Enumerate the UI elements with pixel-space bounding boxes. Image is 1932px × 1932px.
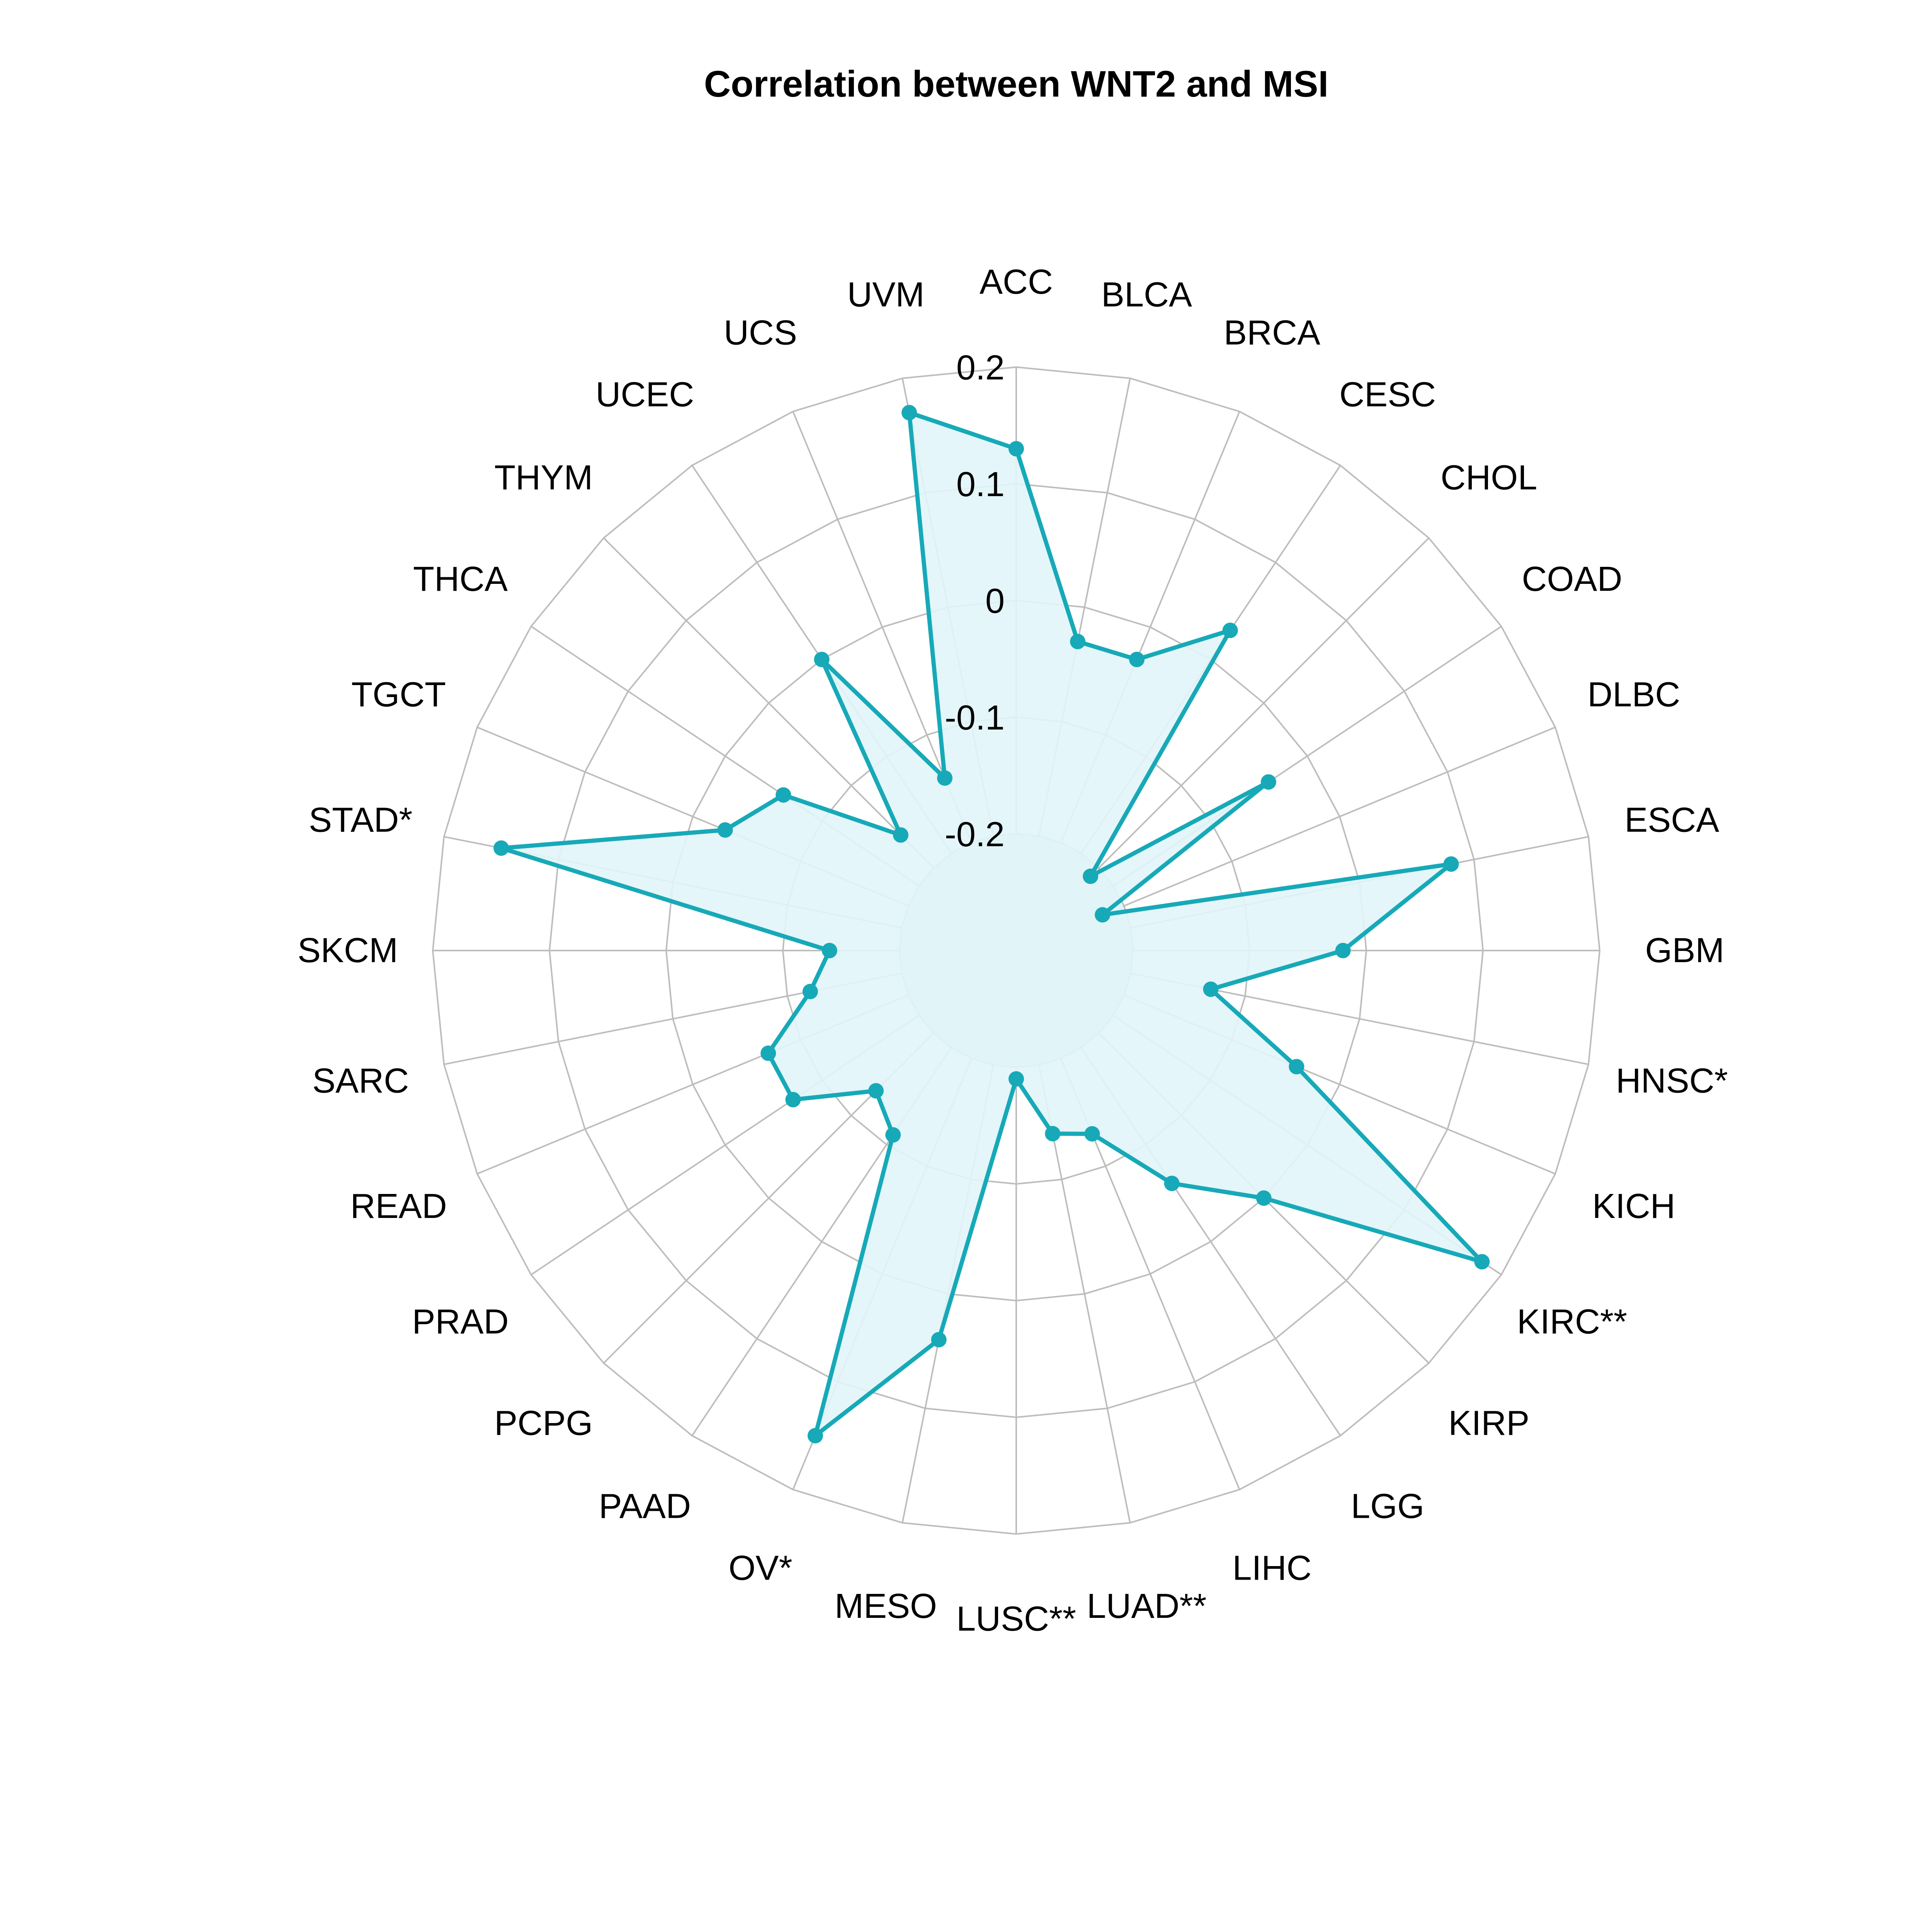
category-label: CESC [1339,376,1436,414]
data-point [1045,1126,1061,1141]
category-label: READ [350,1187,447,1226]
data-point [1009,1071,1024,1087]
category-label: THCA [413,560,508,599]
data-point [493,840,509,856]
data-point [1083,868,1099,884]
category-label: KIRP [1448,1404,1529,1442]
data-point [937,770,953,786]
tick-label: -0.2 [945,815,1005,854]
category-label: PRAD [412,1303,509,1341]
category-label: HNSC* [1616,1062,1728,1100]
category-label: MESO [835,1587,937,1626]
category-label: LUAD** [1087,1587,1206,1626]
category-label: COAD [1522,560,1622,599]
category-label-layer: ACC BLCA BRCA CESC CHOL COAD DLBC ESCA GBM HNSC* K… [298,263,1728,1638]
data-point [821,943,837,958]
data-point [893,827,909,843]
category-label: KICH [1592,1187,1675,1226]
data-point [717,822,733,838]
data-point [1070,634,1086,650]
category-label: UCEC [595,376,694,414]
category-label: BRCA [1224,314,1320,352]
tick-label-layer: 0.2 0.1 0 -0.1 -0.2 [945,349,1005,854]
data-point [1084,1126,1100,1142]
data-point [1222,622,1238,638]
tick-label: 0 [985,582,1005,621]
category-label: LGG [1351,1487,1424,1526]
data-point [885,1127,901,1143]
data-point [776,787,791,803]
chart-title: Correlation between WNT2 and MSI [704,63,1328,105]
category-label: LIHC [1233,1549,1312,1587]
data-point [868,1083,884,1099]
data-point [901,405,917,420]
data-point [1289,1059,1304,1075]
category-label: PCPG [494,1404,593,1442]
category-label: KIRC** [1517,1303,1627,1341]
data-point [760,1045,776,1061]
category-label: SKCM [298,931,398,970]
data-point [802,984,818,1000]
data-point [1164,1175,1180,1191]
tick-label: 0.2 [956,349,1005,387]
data-point [814,651,830,667]
data-point [1203,981,1219,997]
center-disc [901,835,1132,1066]
tick-label: -0.1 [945,699,1005,737]
data-point [1095,907,1111,923]
category-label: PAAD [599,1487,691,1526]
category-label: DLBC [1587,675,1680,714]
category-label: ACC [980,263,1053,301]
category-label: SARC [312,1062,409,1100]
category-label: OV* [728,1549,792,1587]
data-point [1474,1254,1490,1270]
data-point [1443,856,1459,872]
category-label: BLCA [1101,276,1192,314]
data-point [931,1332,947,1348]
category-label: CHOL [1440,459,1537,497]
category-label: UCS [724,314,797,352]
data-point [1260,774,1276,790]
category-label: GBM [1645,931,1724,970]
tick-label: 0.1 [956,465,1005,504]
data-point [1129,651,1145,667]
series-layer [493,405,1490,1444]
category-label: THYM [494,459,593,497]
category-label: STAD* [309,801,412,839]
category-label: LUSC** [956,1600,1076,1638]
category-label: UVM [847,276,924,314]
data-point [1335,943,1351,958]
data-point [785,1092,801,1107]
data-point [1009,441,1024,457]
category-label: TGCT [351,675,446,714]
category-label: ESCA [1624,801,1719,839]
data-point [807,1428,823,1444]
data-point [1256,1190,1272,1206]
